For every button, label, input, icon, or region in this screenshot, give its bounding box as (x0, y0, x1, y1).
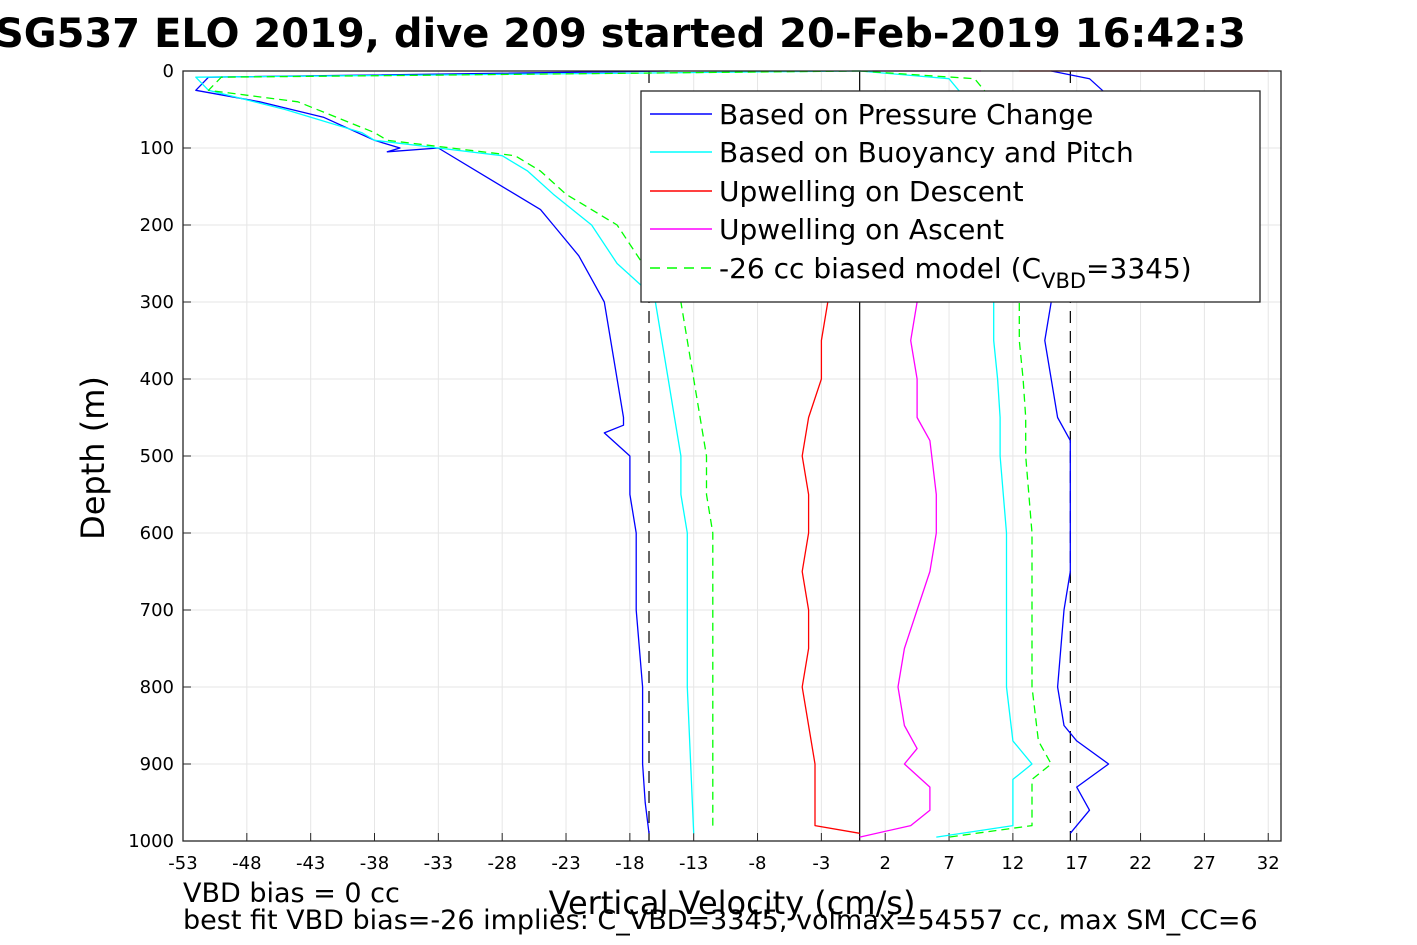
y-tick-label: 0 (163, 61, 174, 82)
x-tick-label: -3 (812, 853, 830, 874)
y-tick-label: 700 (140, 600, 174, 621)
y-tick-label: 800 (140, 677, 174, 698)
x-tick-label: -38 (360, 853, 389, 874)
y-tick-labels: 0 100 200 300 400 500 600 700 800 900 1000 (128, 61, 174, 852)
y-tick-label: 600 (140, 523, 174, 544)
legend-label-3: Upwelling on Descent (719, 175, 1024, 208)
y-tick-label: 900 (140, 754, 174, 775)
series-line-5 (207, 70, 860, 826)
y-axis-label: Depth (m) (74, 376, 112, 540)
y-tick-label: 100 (140, 138, 174, 159)
x-tick-labels: -53 -48 -43 -38 -33 -28 -23 -18 -13 -8 -3 2 7 12 17 22 2… (168, 853, 1279, 874)
y-tick-label: 1000 (128, 831, 174, 852)
x-tick-label: 17 (1065, 853, 1088, 874)
legend-label-5: -26 cc biased model (CVBD=3345) (719, 252, 1192, 293)
x-axis-label: Vertical Velocity (cm/s) (549, 884, 916, 922)
x-tick-label: 2 (879, 853, 890, 874)
legend-label-4: Upwelling on Ascent (719, 213, 1004, 246)
y-tick-label: 400 (140, 369, 174, 390)
x-tick-label: 12 (1001, 853, 1024, 874)
y-tick-label: 200 (140, 215, 174, 236)
best-fit-text: best fit VBD bias=-26 implies: C_VBD=334… (183, 905, 1258, 936)
x-tick-label: -18 (615, 853, 644, 874)
vbd-bias-text: VBD bias = 0 cc (183, 878, 400, 909)
y-tick-label: 500 (140, 446, 174, 467)
plot-frame (182, 70, 1282, 842)
chart-title: SG537 ELO 2019, dive 209 started 20-Feb-… (0, 11, 1246, 57)
x-tick-label: -53 (168, 853, 197, 874)
series-line-1 (195, 70, 669, 834)
x-tick-label: -43 (296, 853, 325, 874)
x-tick-label: -33 (424, 853, 453, 874)
series-line-2 (195, 70, 860, 834)
x-tick-label: -8 (749, 853, 767, 874)
legend-box (640, 90, 1261, 303)
x-tick-label: 32 (1257, 853, 1280, 874)
x-tick-label: -23 (551, 853, 580, 874)
y-tick-label: 300 (140, 292, 174, 313)
x-tick-label: 22 (1129, 853, 1152, 874)
legend-label-2: Based on Buoyancy and Pitch (719, 136, 1134, 169)
legend-label-1: Based on Pressure Change (719, 98, 1093, 131)
x-tick-label: -28 (487, 853, 516, 874)
x-tick-label: -48 (232, 853, 261, 874)
x-tick-label: 7 (943, 853, 954, 874)
series-line-3 (801, 301, 860, 834)
series-line-4 (859, 301, 937, 838)
x-tick-label: -13 (679, 853, 708, 874)
x-tick-label: 27 (1193, 853, 1216, 874)
legend: Based on Pressure Change Based on Buoyanc… (640, 90, 1261, 303)
